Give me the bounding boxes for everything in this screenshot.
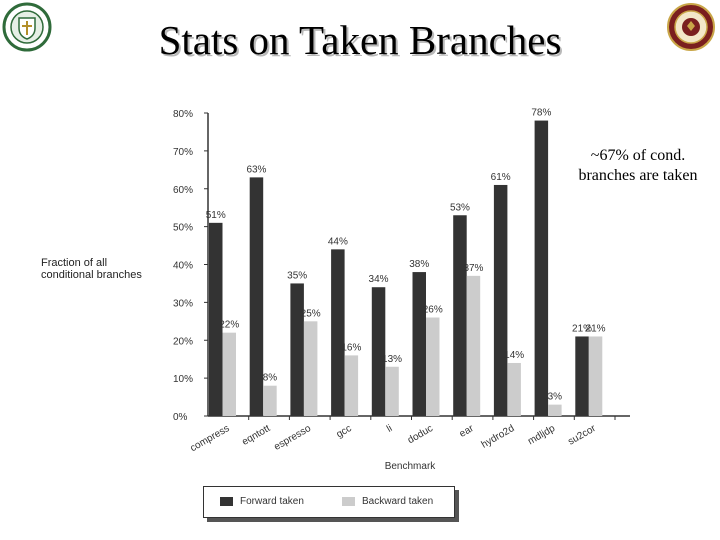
bar-value-label: 44% xyxy=(328,236,348,247)
bar-value-label: 51% xyxy=(206,210,226,221)
x-tick-label: espresso xyxy=(272,423,313,453)
y-tick-label: 30% xyxy=(173,298,193,309)
bar-forward xyxy=(290,283,304,416)
bar-value-label: 25% xyxy=(301,308,321,319)
y-tick-label: 50% xyxy=(173,223,193,234)
bar-forward xyxy=(331,249,345,416)
y-tick-label: 60% xyxy=(173,185,193,196)
x-tick-label: hydro2d xyxy=(480,423,517,451)
bar-value-label: 14% xyxy=(504,350,524,361)
bar-value-label: 35% xyxy=(287,270,307,281)
bar-forward xyxy=(412,272,426,416)
x-tick-label: su2cor xyxy=(566,423,598,448)
bar-backward xyxy=(588,336,603,416)
bar-value-label: 37% xyxy=(463,263,483,274)
x-tick-label: compress xyxy=(188,423,231,454)
bar-value-label: 21% xyxy=(586,323,606,334)
y-tick-label: 0% xyxy=(173,412,188,423)
bar-forward xyxy=(575,336,589,416)
legend-swatch-forward xyxy=(220,497,233,506)
bar-value-label: 22% xyxy=(219,320,239,331)
legend: Forward taken Backward taken xyxy=(203,486,455,518)
y-axis-label: Fraction of all conditional branches xyxy=(41,257,142,281)
x-axis-label: Benchmark xyxy=(385,461,437,472)
bar-value-label: 61% xyxy=(491,172,511,183)
bar-value-label: 34% xyxy=(369,274,389,285)
bar-value-label: 13% xyxy=(382,354,402,365)
y-tick-label: 20% xyxy=(173,336,193,347)
bar-value-label: 26% xyxy=(423,305,443,316)
bar-forward xyxy=(249,177,264,416)
y-tick-label: 10% xyxy=(173,374,193,385)
bar-backward xyxy=(263,385,277,416)
legend-label-backward: Backward taken xyxy=(362,496,434,507)
university-seal-left xyxy=(2,2,52,52)
bar-backward xyxy=(344,355,359,416)
bar-backward xyxy=(548,404,562,416)
bar-value-label: 63% xyxy=(246,164,266,175)
bar-forward xyxy=(534,120,549,416)
bar-backward xyxy=(426,317,440,416)
bar-value-label: 53% xyxy=(450,202,470,213)
bar-value-label: 21% xyxy=(572,323,592,334)
bar-backward xyxy=(507,362,521,416)
fsu-seal xyxy=(666,2,716,52)
y-tick-label: 40% xyxy=(173,261,193,272)
bar-backward xyxy=(385,366,399,416)
bar-forward xyxy=(453,215,467,416)
x-tick-label: gcc xyxy=(335,423,354,440)
legend-item-forward: Forward taken xyxy=(220,496,304,507)
x-tick-label: eqntott xyxy=(240,423,272,448)
bar-forward xyxy=(209,222,223,416)
bar-backward xyxy=(222,332,236,416)
bar-forward xyxy=(371,287,386,416)
x-tick-label: li xyxy=(385,423,394,435)
bar-backward xyxy=(303,321,318,416)
legend-swatch-backward xyxy=(342,497,355,506)
bar-backward xyxy=(466,275,481,416)
slide-title: Stats on Taken Branches xyxy=(158,17,562,63)
bar-value-label: 3% xyxy=(548,392,563,403)
bar-value-label: 78% xyxy=(531,108,551,119)
x-tick-label: ear xyxy=(458,423,477,440)
y-tick-label: 80% xyxy=(173,109,193,120)
legend-label-forward: Forward taken xyxy=(240,496,304,507)
bar-value-label: 8% xyxy=(263,373,278,384)
bar-forward xyxy=(493,184,508,416)
bar-value-label: 38% xyxy=(409,259,429,270)
x-tick-label: mdljdp xyxy=(526,423,557,447)
x-tick-label: doduc xyxy=(406,423,435,446)
bar-value-label: 16% xyxy=(341,342,361,353)
legend-item-backward: Backward taken xyxy=(342,496,433,507)
y-tick-label: 70% xyxy=(173,147,193,158)
callout-text: ~67% of cond. branches are taken xyxy=(578,147,698,184)
